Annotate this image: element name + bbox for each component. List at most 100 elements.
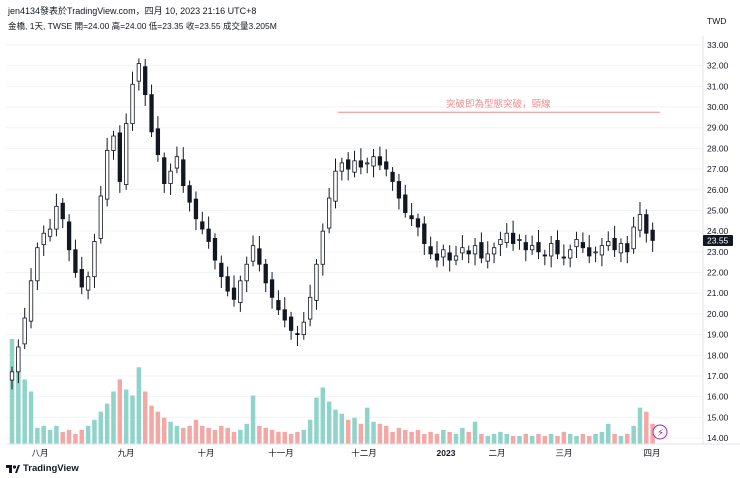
volume-bar[interactable] — [161, 417, 167, 444]
volume-bar[interactable] — [200, 425, 205, 444]
candle[interactable] — [612, 225, 617, 258]
candle[interactable] — [365, 157, 370, 174]
volume-bar[interactable] — [447, 431, 452, 444]
candle[interactable] — [517, 234, 522, 250]
volume-bar[interactable] — [111, 391, 116, 445]
volume-bar[interactable] — [269, 429, 275, 444]
volume-bar[interactable] — [193, 419, 199, 444]
volume-bar[interactable] — [187, 425, 192, 444]
volume-bar[interactable] — [276, 431, 281, 444]
volume-bar[interactable] — [466, 431, 471, 444]
volume-bar[interactable] — [320, 387, 326, 444]
volume-bar[interactable] — [580, 433, 586, 444]
candle[interactable] — [282, 297, 287, 328]
volume-bar[interactable] — [352, 417, 357, 444]
volume-bar[interactable] — [625, 433, 630, 444]
volume-bar[interactable] — [523, 433, 529, 444]
volume-bar[interactable] — [644, 411, 649, 444]
candle[interactable] — [41, 225, 46, 256]
candle[interactable] — [124, 113, 129, 190]
volume-bar[interactable] — [79, 429, 85, 444]
volume-bar[interactable] — [422, 433, 427, 444]
volume-bar[interactable] — [517, 435, 522, 444]
volume-bar[interactable] — [542, 435, 548, 444]
candle[interactable] — [352, 150, 357, 178]
volume-bar[interactable] — [460, 427, 465, 444]
volume-bar[interactable] — [136, 367, 142, 444]
volume-bar[interactable] — [599, 431, 605, 444]
volume-bar[interactable] — [472, 421, 478, 444]
volume-bar[interactable] — [60, 431, 65, 444]
candle[interactable] — [346, 152, 351, 181]
candle[interactable] — [561, 244, 566, 266]
candle[interactable] — [529, 235, 535, 255]
candle[interactable] — [98, 185, 103, 244]
volume-bar[interactable] — [288, 433, 294, 444]
volume-bar[interactable] — [28, 391, 34, 445]
candle[interactable] — [79, 256, 84, 295]
candle[interactable] — [485, 241, 490, 269]
candle[interactable] — [625, 235, 630, 264]
candle[interactable] — [504, 223, 509, 248]
volume-bar[interactable] — [307, 419, 313, 444]
volume-bar[interactable] — [263, 427, 268, 444]
candle[interactable] — [644, 209, 649, 243]
candle[interactable] — [130, 71, 135, 131]
volume-bar[interactable] — [168, 421, 173, 444]
candle[interactable] — [238, 275, 243, 312]
candle[interactable] — [269, 272, 275, 309]
volume-bar[interactable] — [66, 429, 72, 444]
candle[interactable] — [327, 187, 332, 234]
volume-bar[interactable] — [295, 431, 300, 444]
candle[interactable] — [314, 259, 319, 310]
volume-bar[interactable] — [631, 425, 636, 444]
volume-bar[interactable] — [384, 425, 389, 444]
volume-bar[interactable] — [155, 411, 161, 444]
volume-bar[interactable] — [479, 433, 484, 444]
volume-bar[interactable] — [174, 425, 180, 444]
candle[interactable] — [143, 59, 148, 107]
candle[interactable] — [105, 137, 110, 207]
candle[interactable] — [212, 233, 218, 270]
volume-bar[interactable] — [16, 361, 21, 444]
candle[interactable] — [66, 214, 72, 262]
volume-bar[interactable] — [238, 429, 243, 444]
candle[interactable] — [206, 216, 211, 249]
volume-bar[interactable] — [529, 435, 535, 444]
volume-bar[interactable] — [536, 433, 541, 444]
volume-bar[interactable] — [314, 397, 319, 444]
candle[interactable] — [263, 259, 268, 293]
candle[interactable] — [403, 184, 408, 218]
candle[interactable] — [536, 229, 541, 260]
volume-bar[interactable] — [219, 425, 224, 444]
volume-bar[interactable] — [181, 427, 186, 444]
candle[interactable] — [498, 231, 503, 256]
volume-bar[interactable] — [428, 431, 433, 444]
volume-bar[interactable] — [9, 339, 15, 444]
volume-bar[interactable] — [567, 433, 573, 444]
candle[interactable] — [650, 222, 655, 252]
candle[interactable] — [136, 58, 142, 91]
candle[interactable] — [466, 245, 471, 264]
volume-bar[interactable] — [73, 433, 78, 444]
candle[interactable] — [580, 232, 586, 253]
candle[interactable] — [422, 216, 427, 255]
candle[interactable] — [384, 149, 389, 177]
candle[interactable] — [555, 230, 560, 260]
candle[interactable] — [28, 268, 34, 329]
candle[interactable] — [149, 84, 154, 138]
candle[interactable] — [181, 147, 186, 193]
volume-bar[interactable] — [206, 427, 211, 444]
volume-bar[interactable] — [250, 395, 256, 444]
volume-bar[interactable] — [396, 427, 402, 444]
volume-bar[interactable] — [371, 421, 376, 444]
volume-bar[interactable] — [650, 423, 655, 444]
volume-bar[interactable] — [212, 429, 218, 444]
candle[interactable] — [73, 239, 78, 278]
volume-bar[interactable] — [441, 429, 446, 444]
lightning-icon[interactable]: ⚡ — [652, 424, 668, 440]
volume-bar[interactable] — [257, 425, 262, 444]
candle[interactable] — [510, 220, 516, 251]
candle[interactable] — [225, 266, 230, 297]
